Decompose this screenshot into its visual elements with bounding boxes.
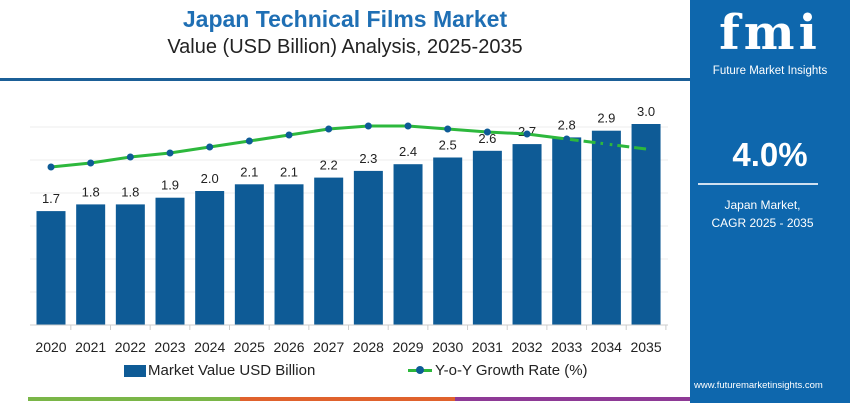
growth-point-2021 <box>87 159 95 167</box>
bar-2032 <box>512 144 542 325</box>
x-tick-2028: 2028 <box>353 339 384 355</box>
bar-label-2033: 2.8 <box>558 117 576 132</box>
growth-point-2027 <box>325 125 333 133</box>
bar-2034 <box>591 130 621 325</box>
bar-2020 <box>36 211 66 325</box>
legend-line-swatch <box>408 366 432 374</box>
bar-2035 <box>631 124 661 325</box>
bar-label-2027: 2.2 <box>320 158 338 173</box>
x-tick-2033: 2033 <box>551 339 582 355</box>
x-tick-2029: 2029 <box>392 339 423 355</box>
cagr-value: 4.0% <box>732 136 808 173</box>
bar-label-2030: 2.5 <box>439 138 457 153</box>
growth-point-2025 <box>245 137 253 145</box>
x-tick-2030: 2030 <box>432 339 463 355</box>
bar-2033 <box>552 137 582 325</box>
fmi-logo: fmi <box>719 5 821 61</box>
growth-point-2030 <box>444 125 452 133</box>
x-tick-2023: 2023 <box>154 339 185 355</box>
growth-point-2020 <box>47 163 55 171</box>
growth-point-2034 <box>602 140 610 148</box>
stripe-purple <box>455 397 690 401</box>
growth-point-2032 <box>523 130 531 138</box>
x-tick-2024: 2024 <box>194 339 225 355</box>
bar-label-2026: 2.1 <box>280 164 298 179</box>
growth-point-2022 <box>126 153 134 161</box>
growth-point-2031 <box>483 128 491 136</box>
growth-point-2026 <box>285 131 293 139</box>
bar-2026 <box>274 184 304 325</box>
cagr-divider <box>698 183 818 185</box>
title-divider <box>0 78 690 81</box>
bar-2025 <box>234 184 264 325</box>
chart-subtitle: Value (USD Billion) Analysis, 2025-2035 <box>167 36 523 58</box>
bar-2030 <box>433 157 463 325</box>
cagr-label-line1: Japan Market, <box>724 198 801 212</box>
website-link[interactable]: www.futuremarketinsights.com <box>694 380 823 391</box>
x-tick-2026: 2026 <box>273 339 304 355</box>
brand-name: Future Market Insights <box>712 65 828 77</box>
cagr-label: Japan Market, CAGR 2025 - 2035 <box>690 196 835 232</box>
x-tick-2035: 2035 <box>630 339 661 355</box>
legend-label: Market Value USD Billion <box>148 362 316 379</box>
sidebar-panel: fmi Future Market Insights 4.0% Japan Ma… <box>690 0 850 403</box>
bar-label-2028: 2.3 <box>359 151 377 166</box>
x-tick-2022: 2022 <box>115 339 146 355</box>
growth-point-2029 <box>404 122 412 130</box>
bar-2024 <box>195 191 225 325</box>
stripe-green <box>28 397 240 401</box>
x-tick-2027: 2027 <box>313 339 344 355</box>
bar-2021 <box>76 204 106 325</box>
bar-label-2034: 2.9 <box>597 111 615 126</box>
bar-2023 <box>155 197 185 325</box>
legend-market-value: Market Value USD Billion <box>124 362 315 379</box>
stripe-orange <box>240 397 455 401</box>
growth-point-2028 <box>364 122 372 130</box>
x-tick-2032: 2032 <box>511 339 542 355</box>
legend-bar-swatch <box>124 364 146 377</box>
bar-label-2029: 2.4 <box>399 144 417 159</box>
x-tick-2025: 2025 <box>234 339 265 355</box>
x-tick-2031: 2031 <box>472 339 503 355</box>
x-tick-2020: 2020 <box>35 339 66 355</box>
bar-label-2020: 1.7 <box>42 191 60 206</box>
legend-growth-rate: Y-o-Y Growth Rate (%) <box>408 362 588 379</box>
growth-point-2033 <box>563 135 571 143</box>
chart-title: Japan Technical Films Market <box>182 6 508 32</box>
bar-label-2022: 1.8 <box>121 184 139 199</box>
bar-label-2021: 1.8 <box>82 184 100 199</box>
bar-2027 <box>314 177 344 325</box>
bar-2028 <box>353 170 383 325</box>
bar-label-2023: 1.9 <box>161 178 179 193</box>
bar-label-2024: 2.0 <box>201 171 219 186</box>
chart-plot: 1.7 2020 1.8 2021 1.8 2022 1.9 2023 2.0 2024 2.1 20… <box>30 104 668 355</box>
x-tick-2021: 2021 <box>75 339 106 355</box>
growth-point-2023 <box>166 149 174 157</box>
x-tick-2034: 2034 <box>591 339 622 355</box>
growth-point-2024 <box>206 143 214 151</box>
legend-label: Y-o-Y Growth Rate (%) <box>435 362 588 379</box>
bar-label-2035: 3.0 <box>637 104 655 119</box>
bar-label-2031: 2.6 <box>478 131 496 146</box>
bar-2031 <box>472 150 502 325</box>
growth-line <box>50 124 567 169</box>
cagr-label-line2: CAGR 2025 - 2035 <box>711 216 814 230</box>
bar-2022 <box>115 204 145 325</box>
bar-2029 <box>393 164 423 325</box>
bar-label-2025: 2.1 <box>240 164 258 179</box>
